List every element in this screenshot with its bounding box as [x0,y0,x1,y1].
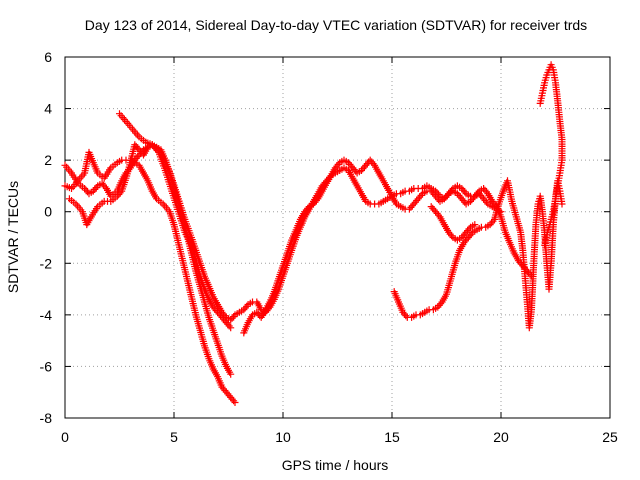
plot-frame [64,56,611,419]
data-points [61,61,566,406]
data-point [448,232,456,240]
x-tick-label: 10 [275,429,291,445]
data-point [430,191,438,198]
data-point [334,160,342,168]
x-axis-label: GPS time / hours [282,457,389,473]
x-tick-label: 5 [170,429,178,445]
y-tick-label: -8 [40,410,53,426]
chart-title: Day 123 of 2014, Sidereal Day-to-day VTE… [85,17,587,33]
data-point [304,204,312,212]
data-point [430,206,438,214]
data-point [230,313,238,321]
y-tick-label: -6 [40,358,53,374]
y-tick-label: 6 [44,49,52,65]
data-point [437,300,445,308]
data-point [92,184,100,192]
data-point [408,202,416,210]
y-tick-label: 4 [44,101,52,117]
data-point [558,200,566,208]
data-point [231,399,239,406]
data-point [312,197,320,204]
data-point [471,221,479,229]
axis-ticks: 0 5 10 15 20 25 -8 -6 -4 -2 0 2 4 6 [40,49,618,445]
x-tick-label: 0 [61,429,69,445]
data-point [541,241,549,249]
data-point [417,191,425,199]
y-axis-label: SDTVAR / TECUs [5,181,21,293]
data-point [497,208,505,216]
x-tick-label: 25 [602,429,618,445]
data-point [463,235,471,243]
data-point [116,189,124,197]
grid [65,57,610,418]
data-point [435,211,442,219]
x-tick-label: 15 [384,429,400,445]
data-point [221,312,229,320]
y-tick-label: -2 [40,255,53,271]
y-tick-label: 2 [44,152,52,168]
data-point [230,397,238,405]
data-point [443,191,451,199]
data-point [402,312,410,320]
data-point [227,370,235,378]
data-point [483,198,490,206]
data-point [465,225,473,233]
data-point [227,324,235,332]
y-tick-label: 0 [44,204,52,220]
data-point [101,183,109,191]
x-tick-label: 20 [493,429,509,445]
y-tick-label: -4 [40,307,53,323]
data-point [369,160,377,168]
